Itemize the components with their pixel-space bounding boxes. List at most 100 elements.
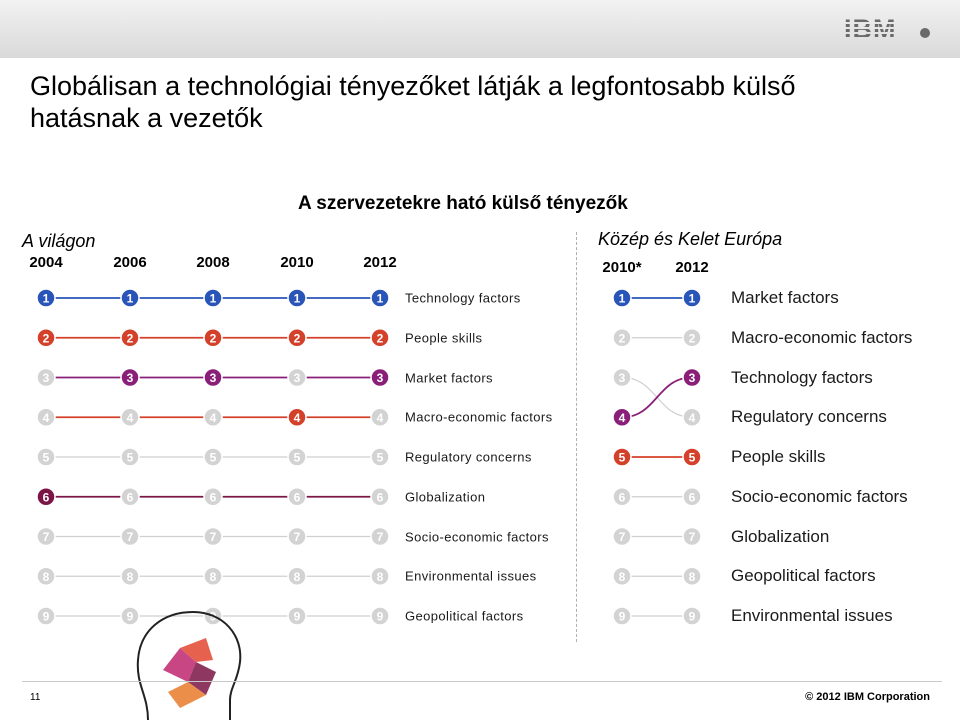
cee-badge-number: 3 (619, 371, 626, 385)
cee-badge-number: 8 (689, 570, 696, 584)
global-badge-number: 7 (294, 530, 301, 544)
global-year-2008: 2008 (196, 254, 230, 271)
global-badge-number: 6 (377, 490, 384, 504)
cee-badge-circle (612, 288, 632, 308)
global-badge-number: 8 (210, 570, 217, 584)
cee-badge-circle (682, 407, 702, 427)
cee-badge-number: 1 (689, 292, 696, 306)
global-badge-col1-rank9: 9 (120, 606, 140, 626)
cee-badge-circle (612, 487, 632, 507)
global-badge-circle (120, 487, 140, 507)
global-badge-col0-rank2: 2 (36, 328, 56, 348)
global-badge-number: 7 (43, 530, 50, 544)
global-badge-number: 3 (43, 371, 50, 385)
global-badge-circle (120, 367, 140, 388)
global-badge-number: 9 (377, 610, 384, 624)
cee-badge-col1-rank8: 8 (682, 566, 702, 586)
global-badge-circle (36, 447, 56, 467)
cee-badge-col1-rank2: 2 (682, 328, 702, 348)
global-badge-number: 1 (294, 292, 301, 306)
cee-line-technology-factors (621, 376, 693, 419)
cee-region-label: Közép és Kelet Európa (598, 229, 783, 249)
cee-badge-col1-rank7: 7 (682, 526, 702, 547)
cee-badge-col1-rank4: 4 (682, 407, 702, 427)
global-badge-col3-rank8: 8 (287, 566, 307, 586)
global-badge-col4-rank5: 5 (370, 447, 390, 467)
global-badge-col1-rank5: 5 (120, 447, 140, 467)
cee-badge-col0-rank3: 3 (612, 367, 632, 388)
global-badge-circle (203, 407, 223, 427)
cee-badge-number: 5 (689, 451, 696, 465)
global-badge-circle (370, 566, 390, 586)
cee-badge-col0-rank2: 2 (612, 328, 632, 348)
global-badge-col0-rank5: 5 (36, 447, 56, 467)
global-badge-col3-rank6: 6 (287, 487, 307, 507)
global-badge-number: 7 (377, 530, 384, 544)
cee-label-2: Macro-economic factors (731, 328, 913, 347)
cee-badge-circle (612, 447, 632, 467)
region-divider (576, 232, 577, 642)
cee-badge-col1-rank9: 9 (682, 606, 702, 626)
cee-label-9: Environmental issues (731, 606, 893, 625)
global-badge-circle (203, 447, 223, 467)
slide-title: Globálisan a technológiai tényezőket lát… (30, 71, 796, 133)
global-badge-circle (287, 328, 307, 348)
global-badge-number: 5 (294, 451, 301, 465)
global-badge-number: 6 (210, 490, 217, 504)
global-label-2: People skills (405, 330, 483, 346)
cee-badge-circle (682, 447, 702, 467)
global-badge-circle (203, 566, 223, 586)
global-badge-circle (370, 447, 390, 467)
cee-badge-circle (612, 566, 632, 586)
global-badge-circle (203, 367, 223, 388)
cee-year-2012: 2012 (675, 259, 709, 276)
global-label-9: Geopolitical factors (405, 608, 524, 624)
cee-badge-col1-rank1: 1 (682, 288, 702, 308)
cee-badge-number: 7 (619, 530, 626, 544)
global-badge-circle (36, 487, 56, 507)
global-badge-col3-rank2: 2 (287, 328, 307, 348)
cee-badge-circle (612, 407, 632, 427)
global-badge-number: 6 (294, 490, 301, 504)
cee-badge-number: 4 (619, 411, 626, 425)
cee-badge-col0-rank1: 1 (612, 288, 632, 308)
global-badge-circle (370, 328, 390, 348)
cee-badge-number: 5 (619, 451, 626, 465)
global-badge-number: 3 (127, 371, 134, 385)
global-badge-col2-rank5: 5 (203, 447, 223, 467)
cee-badge-circle (682, 328, 702, 348)
global-badge-number: 3 (210, 371, 217, 385)
global-badge-number: 4 (127, 411, 134, 425)
cee-badge-number: 2 (619, 331, 626, 345)
global-badge-col1-rank4: 4 (120, 407, 140, 427)
global-badge-circle (370, 526, 390, 547)
cee-badge-circle (682, 566, 702, 586)
global-badge-circle (120, 328, 140, 348)
cee-badge-number: 1 (619, 292, 626, 306)
global-badge-circle (370, 407, 390, 427)
global-badge-circle (203, 288, 223, 308)
global-badge-number: 2 (377, 331, 384, 345)
cee-badge-number: 8 (619, 570, 626, 584)
global-badge-number: 4 (377, 411, 384, 425)
global-badge-circle (287, 288, 307, 308)
ibm-logo-globe-icon (920, 28, 930, 38)
global-badge-col1-rank3: 3 (120, 367, 140, 388)
cee-badge-number: 9 (619, 610, 626, 624)
global-badge-circle (203, 487, 223, 507)
global-badge-col2-rank8: 8 (203, 566, 223, 586)
global-label-4: Macro-economic factors (405, 409, 553, 425)
global-badge-col0-rank7: 7 (36, 526, 56, 547)
cee-label-7: Globalization (731, 527, 830, 546)
cee-badge-col0-rank5: 5 (612, 447, 632, 467)
global-badge-number: 2 (127, 331, 134, 345)
global-badge-col3-rank1: 1 (287, 288, 307, 308)
global-badge-circle (287, 526, 307, 547)
cee-label-3: Technology factors (731, 368, 873, 387)
global-badge-circle (370, 367, 390, 388)
global-badge-circle (120, 566, 140, 586)
cee-badge-col0-rank8: 8 (612, 566, 632, 586)
global-badge-circle (287, 447, 307, 467)
ibm-logo: IBM (844, 14, 930, 44)
